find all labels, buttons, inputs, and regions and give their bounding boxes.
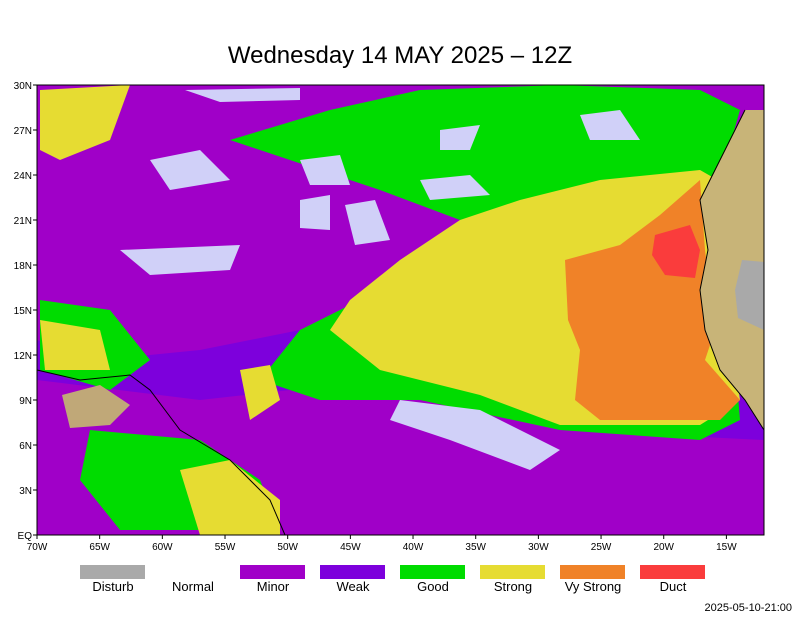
lat-label: 24N — [14, 171, 32, 182]
lavender-patch — [420, 175, 490, 200]
timestamp: 2025-05-10-21:00 — [705, 602, 792, 614]
lavender-patch — [150, 150, 230, 190]
lon-label: 65W — [89, 542, 110, 553]
lavender-patch — [185, 88, 300, 102]
title: Wednesday 14 MAY 2025 – 12Z — [228, 42, 572, 69]
lon-label: 35W — [465, 542, 486, 553]
legend-label: Strong — [494, 579, 532, 594]
lon-label: 55W — [215, 542, 236, 553]
legend-swatch — [320, 565, 385, 579]
lavender-patch — [120, 245, 240, 275]
vy-strong-area — [565, 180, 740, 420]
lat-label: 18N — [14, 261, 32, 272]
lat-label: 3N — [19, 486, 32, 497]
legend-swatch — [160, 565, 225, 579]
legend-swatch — [560, 565, 625, 579]
legend-swatch — [80, 565, 145, 579]
lat-label: 30N — [14, 81, 32, 92]
strong-area — [180, 460, 280, 535]
lat-label: 15N — [14, 306, 32, 317]
coastline — [36, 369, 286, 536]
legend-swatch — [480, 565, 545, 579]
legend-label: Weak — [337, 579, 370, 594]
lon-label: 45W — [340, 542, 361, 553]
lavender-patch — [440, 125, 480, 150]
legend-label: Minor — [257, 579, 290, 594]
lon-label: 25W — [591, 542, 612, 553]
legend-swatch — [640, 565, 705, 579]
lavender-patch — [580, 110, 640, 140]
lat-label: 27N — [14, 126, 32, 137]
legend-label: Good — [417, 579, 449, 594]
legend-label: Duct — [660, 579, 687, 594]
legend-label: Normal — [172, 579, 214, 594]
lat-label: EQ — [18, 531, 33, 542]
lon-label: 30W — [528, 542, 549, 553]
lon-label: 70W — [27, 542, 48, 553]
duct-area — [652, 225, 700, 278]
strong-area — [40, 320, 110, 370]
lavender-patch — [345, 200, 390, 245]
land-gray — [735, 260, 764, 330]
lat-label: 12N — [14, 351, 32, 362]
map-field — [36, 85, 765, 536]
lon-label: 60W — [152, 542, 173, 553]
lat-label: 21N — [14, 216, 32, 227]
lon-label: 20W — [653, 542, 674, 553]
lon-label: 15W — [716, 542, 737, 553]
lavender-patch — [300, 155, 350, 185]
lavender-patch — [390, 400, 560, 470]
legend-label: Vy Strong — [565, 579, 622, 594]
lon-label: 50W — [277, 542, 298, 553]
lavender-patch — [300, 195, 330, 230]
legend-swatch — [400, 565, 465, 579]
lat-label: 9N — [19, 396, 32, 407]
land — [62, 385, 130, 428]
land — [700, 110, 764, 430]
legend-swatch — [240, 565, 305, 579]
strong-area — [240, 365, 280, 420]
lat-label: 6N — [19, 441, 32, 452]
legend-label: Disturb — [92, 579, 133, 594]
lon-label: 40W — [403, 542, 424, 553]
strong-area — [40, 85, 130, 160]
coastline — [699, 109, 765, 431]
